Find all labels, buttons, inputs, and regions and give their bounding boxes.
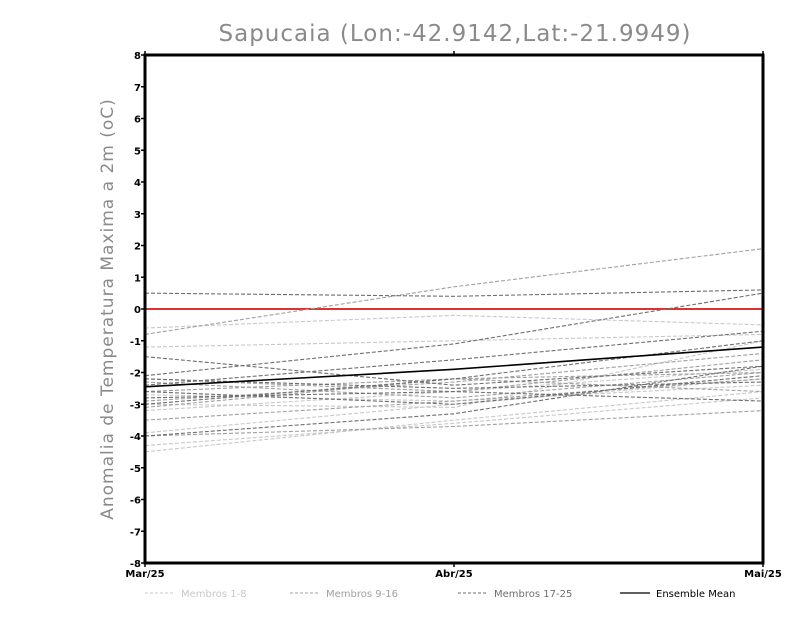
legend-label: Ensemble Mean — [656, 589, 735, 600]
y-axis-ticks: 8 7 6 5 4 3 2 1 0 -1 -2 -3 -4 -5 -6 -7 -8 — [130, 51, 145, 570]
legend-label: Membros 1-8 — [181, 589, 247, 600]
member-series-line — [144, 378, 764, 421]
member-series-line — [144, 314, 764, 329]
member-series-line — [144, 356, 764, 386]
x-tick-label: Mai/25 — [744, 569, 782, 580]
member-series-line — [144, 352, 764, 402]
chart-title: Sapucaia (Lon:-42.9142,Lat:-21.9949) — [219, 21, 692, 47]
y-tick-label: 5 — [134, 146, 141, 157]
y-tick-label: 1 — [134, 273, 141, 284]
y-tick-label: 4 — [134, 178, 141, 189]
y-tick-label: 0 — [134, 305, 141, 316]
y-tick-label: -2 — [130, 369, 141, 380]
y-tick-label: -6 — [130, 496, 141, 507]
member-series-line — [144, 292, 764, 377]
y-tick-label: 3 — [134, 210, 141, 221]
member-series-line — [144, 397, 764, 447]
y-tick-label: -3 — [130, 400, 141, 411]
member-series-line — [144, 391, 764, 453]
x-tick-label: Abr/25 — [435, 569, 472, 580]
legend-label: Membros 9-16 — [326, 589, 398, 600]
member-series-line — [144, 378, 764, 408]
y-tick-label: 2 — [134, 242, 141, 253]
member-series-line — [144, 410, 764, 437]
member-series-line — [144, 365, 764, 437]
y-tick-label: 6 — [134, 115, 141, 126]
member-series-line — [144, 378, 764, 389]
member-series-line — [144, 330, 764, 386]
y-tick-label: -8 — [130, 559, 141, 570]
member-series-line — [144, 371, 764, 399]
series-layer — [144, 248, 764, 453]
plot-frame — [143, 53, 765, 565]
y-tick-label: 8 — [134, 51, 141, 62]
y-axis-label: Anomalia de Temperatura Maxima a 2m (oC) — [98, 98, 118, 520]
legend-label: Membros 17-25 — [494, 589, 572, 600]
y-tick-label: -4 — [130, 432, 141, 443]
member-series-line — [144, 390, 764, 402]
member-series-line — [144, 333, 764, 348]
ensemble-mean-line — [144, 346, 764, 388]
y-tick-label: -5 — [130, 464, 141, 475]
y-tick-label: 7 — [134, 83, 141, 94]
y-tick-label: -7 — [130, 527, 141, 538]
member-series-line — [144, 340, 764, 405]
y-tick-label: -1 — [130, 337, 141, 348]
legend: Membros 1-8 Membros 9-16 Membros 17-25 Ense… — [145, 589, 735, 600]
member-series-line — [144, 289, 764, 297]
member-series-line — [144, 248, 764, 335]
x-tick-label: Mar/25 — [125, 569, 164, 580]
